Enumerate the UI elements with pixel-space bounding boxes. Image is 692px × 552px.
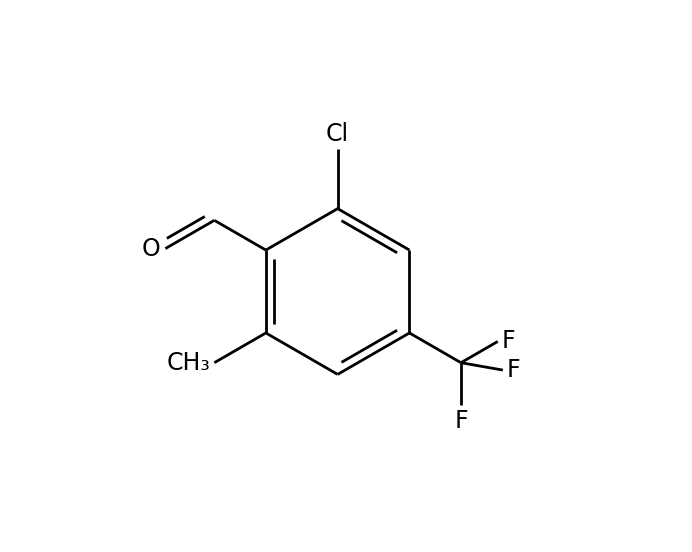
- Text: F: F: [454, 408, 468, 433]
- Text: O: O: [142, 237, 161, 261]
- Text: Cl: Cl: [326, 122, 349, 146]
- Text: F: F: [507, 358, 520, 382]
- Text: CH₃: CH₃: [166, 351, 210, 375]
- Text: F: F: [501, 330, 515, 353]
